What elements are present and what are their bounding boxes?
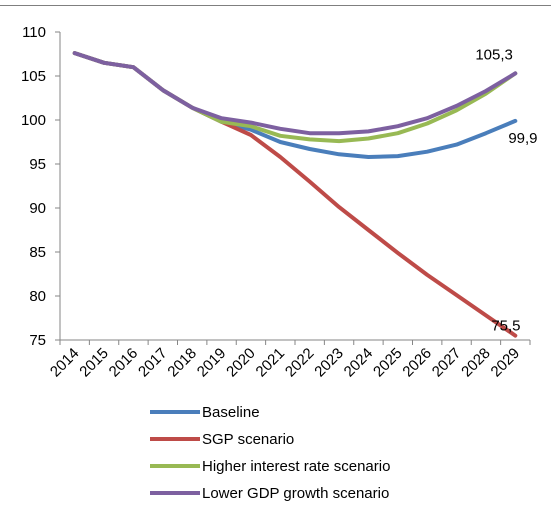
x-tick-label: 2016 [106, 345, 142, 381]
x-tick-label: 2017 [135, 345, 171, 381]
x-tick-label: 2019 [194, 345, 230, 381]
legend-swatch [150, 491, 200, 495]
legend-item: SGP scenario [150, 427, 390, 451]
series-line-higher-interest-rate-scenario [72, 51, 518, 144]
data-label: 105,3 [475, 46, 513, 63]
x-tick-label: 2028 [458, 345, 494, 381]
y-tick-label: 105 [21, 68, 46, 85]
x-tick-label: 2025 [370, 345, 406, 381]
legend-swatch [150, 410, 200, 414]
y-tick-label: 85 [29, 244, 46, 261]
legend-label: Baseline [202, 403, 260, 421]
y-tick-label: 75 [29, 332, 46, 349]
legend-item: Baseline [150, 400, 390, 424]
x-tick-label: 2029 [488, 345, 524, 381]
x-tick-label: 2020 [223, 345, 259, 381]
x-tick-label: 2026 [399, 345, 435, 381]
chart-legend: Baseline SGP scenario Higher interest rate… [150, 400, 390, 508]
x-tick-label: 2027 [429, 345, 465, 381]
x-tick-label: 2022 [282, 345, 318, 381]
x-tick-label: 2023 [311, 345, 347, 381]
legend-label: SGP scenario [202, 430, 295, 448]
legend-swatch [150, 464, 200, 468]
legend-label: Lower GDP growth scenario [202, 484, 390, 502]
data-label: 99,9 [508, 130, 537, 147]
series-line-lower-gdp-growth-scenario [72, 51, 518, 136]
x-tick-label: 2021 [253, 345, 289, 381]
y-tick-label: 95 [29, 156, 46, 173]
legend-swatch [150, 437, 200, 441]
line-chart: 7580859095100105110201420152016201720182… [21, 24, 538, 381]
series-line-sgp-scenario [72, 51, 518, 338]
x-tick-label: 2014 [47, 345, 83, 381]
x-tick-label: 2018 [164, 345, 200, 381]
y-tick-label: 90 [29, 200, 46, 217]
series-line-baseline [72, 51, 518, 159]
x-tick-label: 2024 [341, 345, 377, 381]
legend-label: Higher interest rate scenario [202, 457, 391, 475]
data-label: 75,5 [491, 318, 520, 335]
x-tick-label: 2015 [76, 345, 112, 381]
legend-item: Lower GDP growth scenario [150, 481, 390, 505]
y-tick-label: 100 [21, 112, 46, 129]
y-tick-label: 110 [22, 24, 46, 41]
legend-item: Higher interest rate scenario [150, 454, 390, 478]
y-tick-label: 80 [29, 288, 46, 305]
top-border-line [0, 5, 551, 6]
